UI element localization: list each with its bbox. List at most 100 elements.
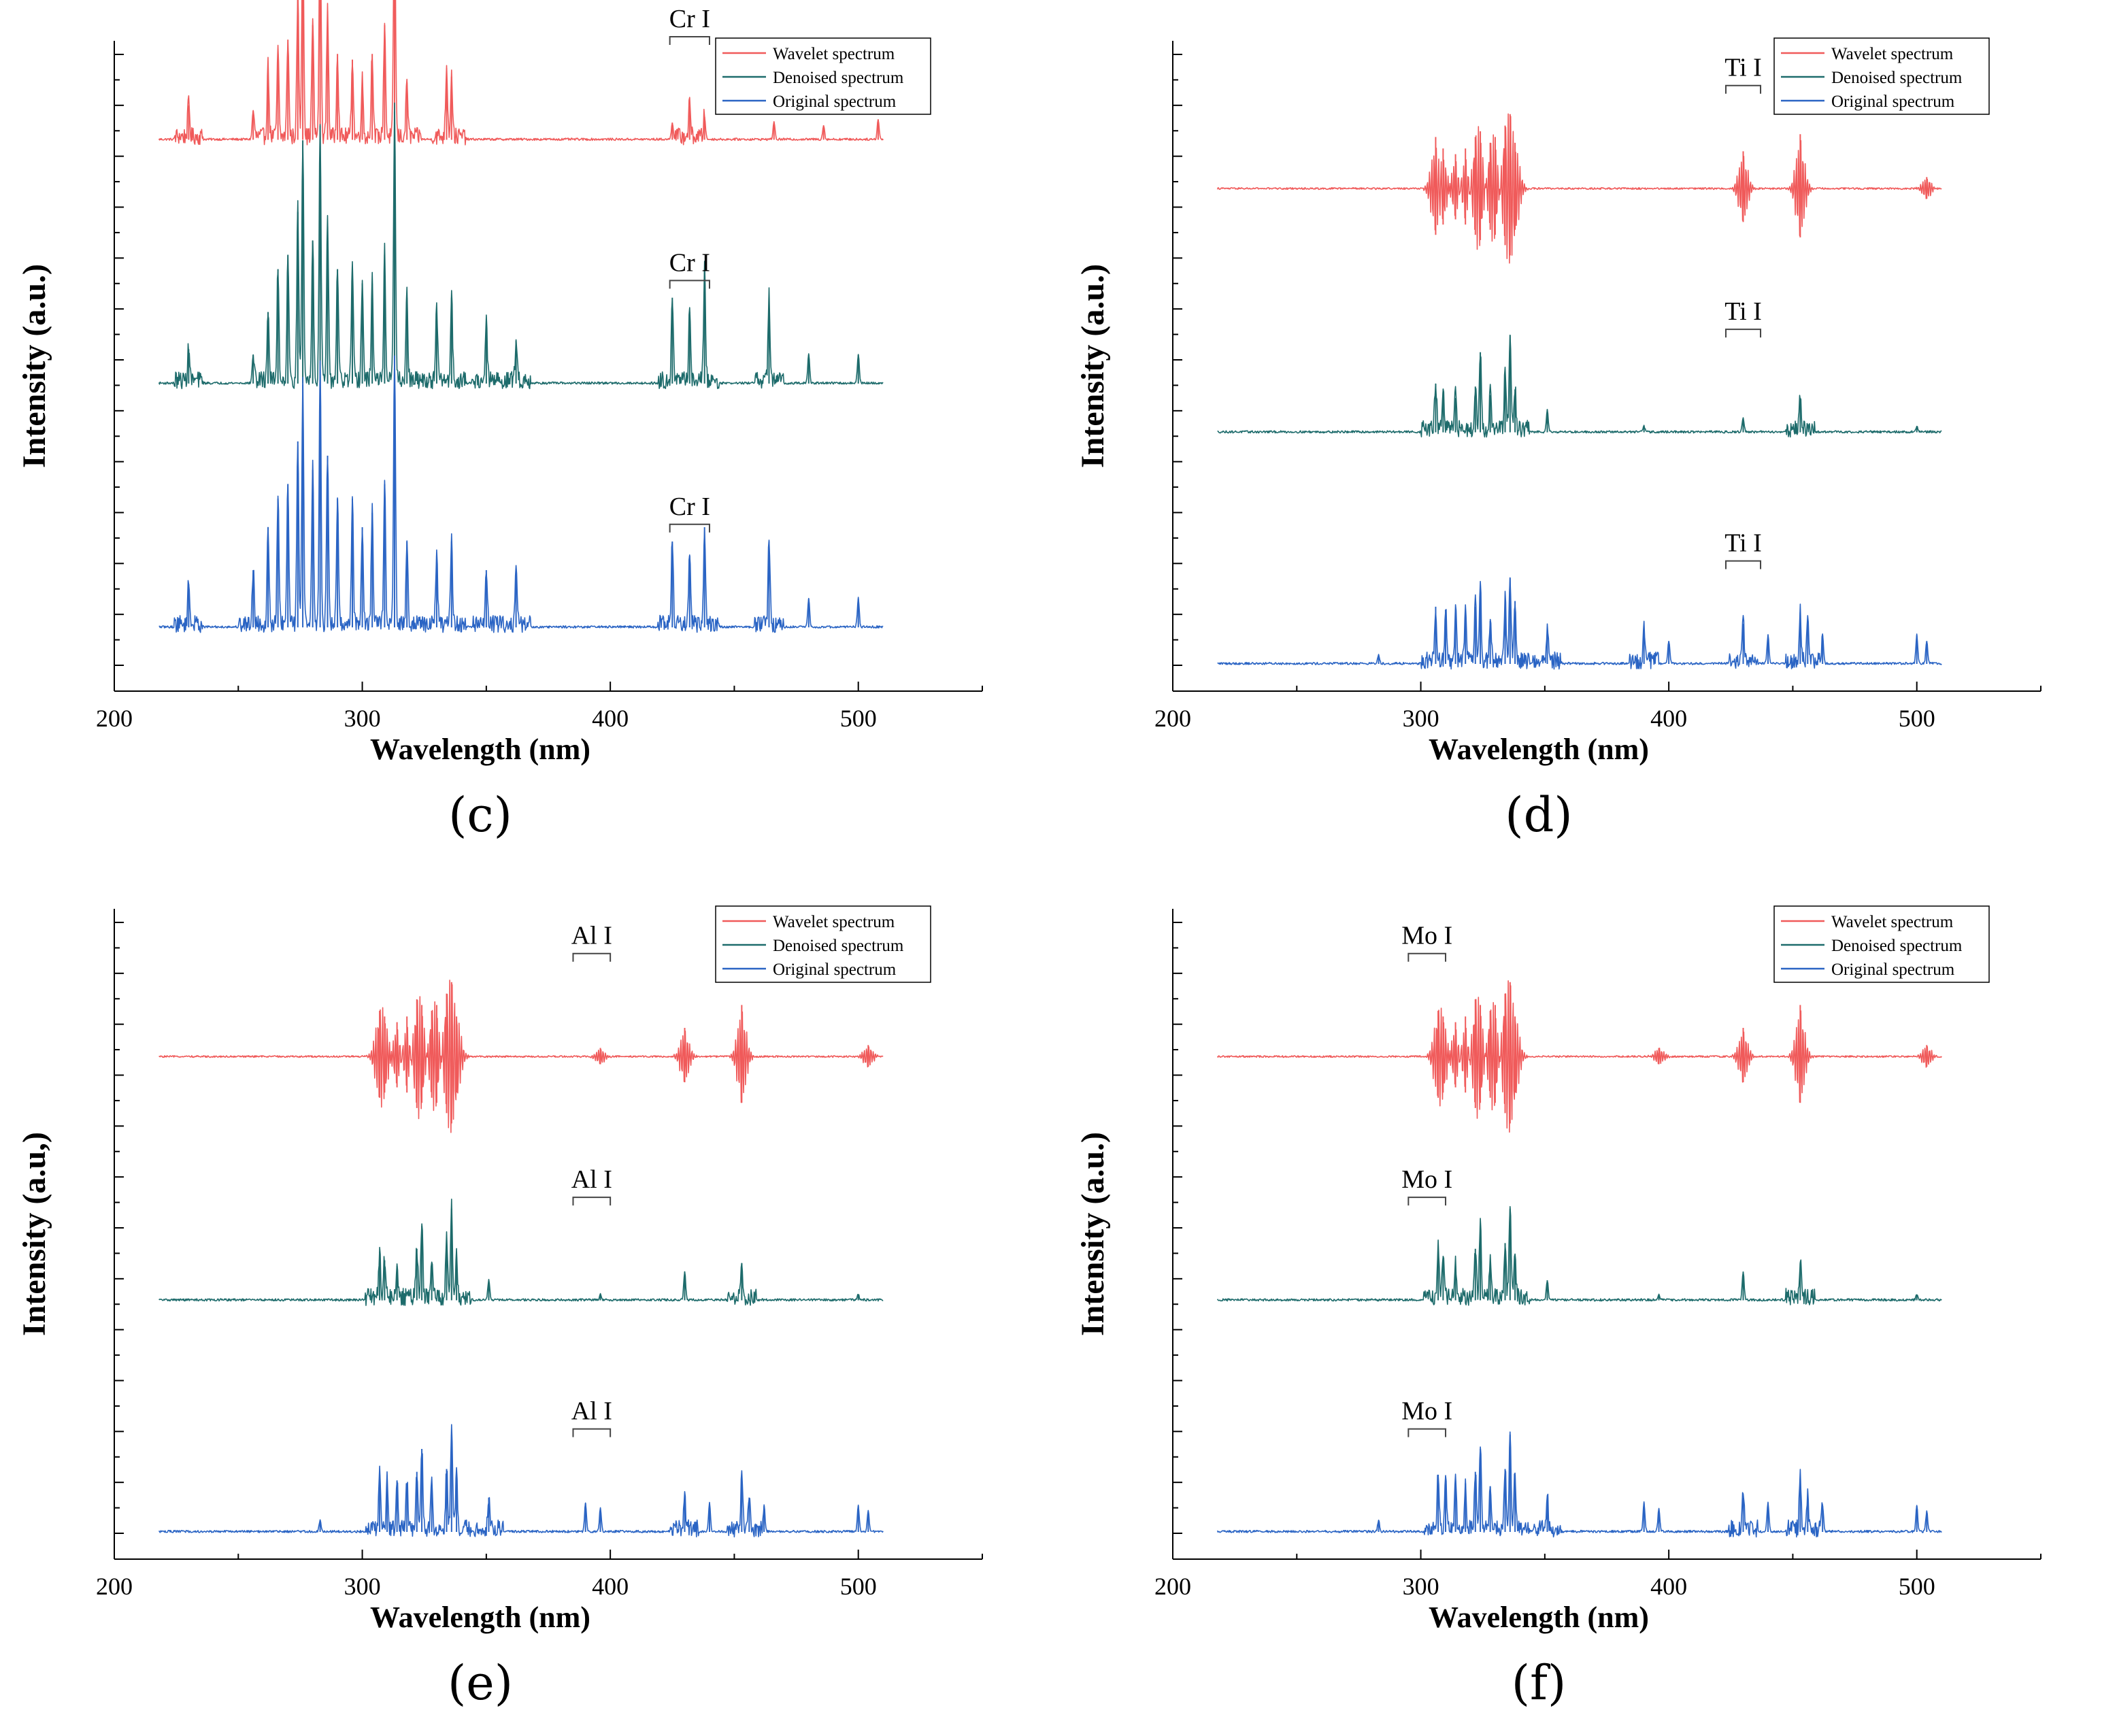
series-line	[158, 102, 884, 390]
legend-label: Original spectrum	[773, 961, 897, 979]
x-axis-title: Wavelength (nm)	[1429, 1601, 1649, 1634]
legend-label: Denoised spectrum	[1831, 937, 1963, 955]
series-line	[1216, 980, 1942, 1133]
annotation-label: Cr I	[669, 493, 710, 521]
annotation-bracket	[669, 523, 710, 533]
legend-label: Denoised spectrum	[773, 937, 904, 955]
annotation-label: Al I	[571, 922, 612, 950]
series-denoised	[1217, 334, 1942, 438]
chart-svg: 200 300 400 500 Wavelength (nm) Intensity (a.…	[16, 0, 983, 843]
annotation-bracket	[1407, 1428, 1447, 1437]
x-tick-label: 400	[592, 705, 629, 732]
x-tick-label: 500	[840, 1573, 877, 1600]
legend-label: Original spectrum	[1831, 93, 1955, 111]
annotation-label: Mo I	[1401, 922, 1452, 950]
element-annotation: Mo I	[1401, 922, 1452, 962]
legend-box	[1773, 37, 1990, 115]
series-original	[159, 355, 884, 633]
x-tick-label: 500	[1899, 705, 1935, 732]
x-axis-title: Wavelength (nm)	[370, 1601, 590, 1634]
x-tick-label: 300	[344, 705, 381, 732]
annotation-bracket	[572, 1197, 612, 1206]
series-line	[158, 1424, 884, 1538]
element-annotation: Al I	[571, 1165, 612, 1206]
x-tick-label: 500	[1899, 1573, 1935, 1600]
legend-label: Original spectrum	[1831, 961, 1955, 979]
element-annotation: Al I	[571, 1397, 612, 1437]
series-denoised	[159, 1199, 884, 1306]
legend-label: Denoised spectrum	[1831, 69, 1963, 87]
x-tick-label: 200	[96, 705, 133, 732]
x-tick-label: 200	[96, 1573, 133, 1600]
chart-svg: 200 300 400 500 Wavelength (nm) Intensity (a.…	[16, 905, 983, 1711]
legend-label: Denoised spectrum	[773, 69, 904, 87]
y-axis-title: Intensity (a.u.)	[16, 264, 52, 468]
element-annotation: Mo I	[1401, 1165, 1452, 1206]
annotation-bracket	[1407, 952, 1447, 962]
legend-label: Wavelet spectrum	[773, 913, 895, 931]
annotation-bracket	[1724, 560, 1762, 569]
x-tick-label: 300	[1403, 705, 1439, 732]
annotation-bracket	[572, 952, 612, 962]
x-tick-label: 500	[840, 705, 877, 732]
annotation-bracket	[669, 36, 710, 46]
series-original	[158, 1424, 884, 1538]
legend-label: Original spectrum	[773, 93, 897, 111]
annotation-bracket	[669, 280, 710, 289]
series-line	[159, 358, 884, 633]
x-tick-label: 400	[1650, 1573, 1687, 1600]
x-tick-label: 300	[344, 1573, 381, 1600]
annotation-bracket	[572, 1428, 612, 1437]
legend-label: Wavelet spectrum	[1831, 913, 1954, 931]
series-line	[1216, 113, 1942, 264]
x-tick-label: 300	[1403, 1573, 1439, 1600]
element-annotation: Cr I	[669, 5, 710, 46]
annotation-label: Ti I	[1724, 529, 1762, 558]
series-denoised	[158, 102, 884, 390]
chart-panel-f: 200 300 400 500 Wavelength (nm) Intensity (a.…	[1058, 868, 2117, 1736]
annotation-label: Mo I	[1401, 1397, 1452, 1426]
legend: Wavelet spectrum Denoised spectrum Origina…	[715, 905, 931, 983]
legend-label: Wavelet spectrum	[773, 45, 895, 63]
x-axis-title: Wavelength (nm)	[370, 733, 590, 766]
legend: Wavelet spectrum Denoised spectrum Origina…	[1773, 37, 1990, 115]
annotation-label: Al I	[571, 1165, 612, 1194]
x-axis-title: Wavelength (nm)	[1429, 733, 1649, 766]
x-tick-label: 200	[1154, 1573, 1191, 1600]
series-line	[1216, 1431, 1942, 1538]
y-axis-title: Intensity (a.u,)	[16, 1132, 52, 1336]
annotation-label: Ti I	[1724, 54, 1762, 82]
annotation-label: Cr I	[669, 248, 710, 277]
series-wavelet	[1216, 113, 1942, 264]
series-original	[1216, 1431, 1942, 1538]
element-annotation: Ti I	[1724, 297, 1762, 338]
series-denoised	[1216, 1205, 1942, 1306]
series-wavelet	[1216, 980, 1942, 1133]
annotation-label: Mo I	[1401, 1165, 1452, 1194]
chart-panel-e: 200 300 400 500 Wavelength (nm) Intensity (a.…	[0, 868, 1058, 1736]
series-line	[158, 0, 884, 146]
legend: Wavelet spectrum Denoised spectrum Origina…	[1773, 905, 1990, 983]
series-original	[1217, 577, 1942, 670]
annotation-bracket	[1724, 84, 1762, 94]
panel-label: (c)	[448, 787, 512, 843]
annotation-label: Cr I	[669, 5, 710, 33]
chart-panel-d: 200 300 400 500 Wavelength (nm) Intensity (a.…	[1058, 0, 2117, 868]
annotation-bracket	[1407, 1197, 1447, 1206]
series-line	[159, 980, 884, 1133]
x-tick-label: 400	[592, 1573, 629, 1600]
chart-panel-c: 200 300 400 500 Wavelength (nm) Intensity (a.…	[0, 0, 1058, 868]
element-annotation: Cr I	[669, 493, 710, 533]
annotation-label: Al I	[571, 1397, 612, 1426]
y-axis-title: Intensity (a.u.)	[1075, 1132, 1111, 1336]
y-axis-title: Intensity (a.u.)	[1075, 264, 1111, 468]
element-annotation: Cr I	[669, 248, 710, 289]
panel-label: (e)	[448, 1655, 513, 1711]
series-line	[1216, 1205, 1942, 1306]
element-annotation: Mo I	[1401, 1397, 1452, 1437]
panel-label: (f)	[1512, 1655, 1567, 1711]
chart-svg: 200 300 400 500 Wavelength (nm) Intensity (a.…	[1075, 37, 2041, 843]
series-line	[1217, 334, 1942, 438]
series-line	[159, 1199, 884, 1306]
element-annotation: Ti I	[1724, 529, 1762, 569]
